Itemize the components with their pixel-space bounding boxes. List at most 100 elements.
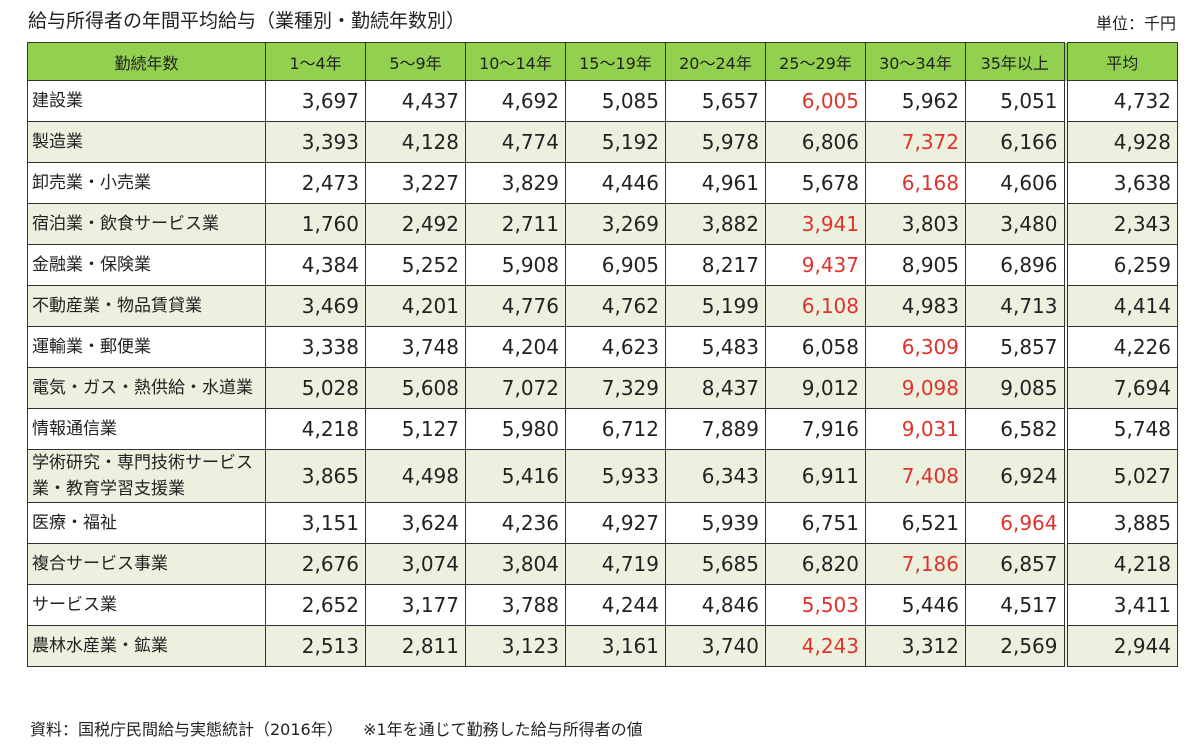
cell: 6,108 xyxy=(765,285,866,327)
cell: 5,199 xyxy=(665,285,766,327)
table-row: 学術研究・専門技術サービス業・教育学習支援業 3,865 4,498 5,416 5,9… xyxy=(27,449,1178,503)
cell: 3,393 xyxy=(265,121,366,163)
table-row: 宿泊業・飲食サービス業 1,760 2,492 2,711 3,269 3,882 3,94… xyxy=(27,203,1178,245)
source: 資料：国税庁民間給与実態統計（2016年） xyxy=(30,720,343,739)
cell: 5,857 xyxy=(965,326,1066,368)
column-header: 25～29年 xyxy=(765,42,866,81)
cell: 4,776 xyxy=(465,285,566,327)
cell: 5,685 xyxy=(665,543,766,585)
cell: 5,962 xyxy=(865,80,966,122)
cell: 4,606 xyxy=(965,162,1066,204)
cell: 4,713 xyxy=(965,285,1066,327)
cell: 3,748 xyxy=(365,326,466,368)
cell: 5,028 xyxy=(265,367,366,409)
cell: 3,803 xyxy=(865,203,966,245)
cell: 2,676 xyxy=(265,543,366,585)
salary-table: 勤続年数 1～4年 5～9年 10～14年 15～19年 20～24年 25～29年 30～3… xyxy=(27,42,1178,667)
cell: 5,027 xyxy=(1063,449,1178,503)
cell: 2,569 xyxy=(965,625,1066,667)
cell: 8,905 xyxy=(865,244,966,286)
cell: 5,051 xyxy=(965,80,1066,122)
cell: 6,857 xyxy=(965,543,1066,585)
cell: 4,128 xyxy=(365,121,466,163)
column-header: 35年以上 xyxy=(965,42,1066,81)
cell: 6,820 xyxy=(765,543,866,585)
cell: 3,941 xyxy=(765,203,866,245)
cell: 9,437 xyxy=(765,244,866,286)
column-header: 20～24年 xyxy=(665,42,766,81)
cell: 8,437 xyxy=(665,367,766,409)
cell: 6,168 xyxy=(865,162,966,204)
cell: 3,312 xyxy=(865,625,966,667)
cell: 8,217 xyxy=(665,244,766,286)
cell: 7,916 xyxy=(765,408,866,450)
cell: 6,309 xyxy=(865,326,966,368)
cell: 5,980 xyxy=(465,408,566,450)
cell: 2,944 xyxy=(1063,625,1178,667)
cell: 4,774 xyxy=(465,121,566,163)
cell: 3,882 xyxy=(665,203,766,245)
row-label: 宿泊業・飲食サービス業 xyxy=(27,203,266,245)
cell: 5,085 xyxy=(565,80,666,122)
cell: 6,166 xyxy=(965,121,1066,163)
cell: 6,343 xyxy=(665,449,766,503)
cell: 4,846 xyxy=(665,584,766,626)
cell: 6,259 xyxy=(1063,244,1178,286)
cell: 3,338 xyxy=(265,326,366,368)
cell: 3,269 xyxy=(565,203,666,245)
cell: 4,623 xyxy=(565,326,666,368)
cell: 5,446 xyxy=(865,584,966,626)
cell: 4,928 xyxy=(1063,121,1178,163)
row-label: 学術研究・専門技術サービス業・教育学習支援業 xyxy=(27,449,266,503)
cell: 6,005 xyxy=(765,80,866,122)
cell: 3,123 xyxy=(465,625,566,667)
cell: 5,678 xyxy=(765,162,866,204)
cell: 6,924 xyxy=(965,449,1066,503)
column-header: 30～34年 xyxy=(865,42,966,81)
cell: 7,186 xyxy=(865,543,966,585)
cell: 5,416 xyxy=(465,449,566,503)
cell: 6,582 xyxy=(965,408,1066,450)
column-header: 平均 xyxy=(1063,42,1178,81)
cell: 9,031 xyxy=(865,408,966,450)
table-row: 金融業・保険業 4,384 5,252 5,908 6,905 8,217 9,437 8,9… xyxy=(27,244,1178,286)
cell: 4,446 xyxy=(565,162,666,204)
cell: 5,127 xyxy=(365,408,466,450)
cell: 5,252 xyxy=(365,244,466,286)
cell: 4,498 xyxy=(365,449,466,503)
cell: 5,939 xyxy=(665,502,766,544)
row-label: 情報通信業 xyxy=(27,408,266,450)
cell: 4,762 xyxy=(565,285,666,327)
cell: 3,151 xyxy=(265,502,366,544)
cell: 6,521 xyxy=(865,502,966,544)
cell: 5,657 xyxy=(665,80,766,122)
cell: 4,226 xyxy=(1063,326,1178,368)
cell: 4,243 xyxy=(765,625,866,667)
cell: 3,638 xyxy=(1063,162,1178,204)
table-row: 卸売業・小売業 2,473 3,227 3,829 4,446 4,961 5,678 6,1… xyxy=(27,162,1178,204)
row-label: 卸売業・小売業 xyxy=(27,162,266,204)
cell: 6,751 xyxy=(765,502,866,544)
cell: 5,908 xyxy=(465,244,566,286)
cell: 7,694 xyxy=(1063,367,1178,409)
cell: 2,711 xyxy=(465,203,566,245)
cell: 3,480 xyxy=(965,203,1066,245)
cell: 4,983 xyxy=(865,285,966,327)
cell: 9,012 xyxy=(765,367,866,409)
table-row: 農林水産業・鉱業 2,513 2,811 3,123 3,161 3,740 4,243 3,… xyxy=(27,625,1178,667)
title: 給与所得者の年間平均給与（業種別・勤続年数別） xyxy=(28,10,466,32)
cell: 7,889 xyxy=(665,408,766,450)
cell: 4,927 xyxy=(565,502,666,544)
cell: 5,503 xyxy=(765,584,866,626)
cell: 9,098 xyxy=(865,367,966,409)
cell: 4,732 xyxy=(1063,80,1178,122)
cell: 2,652 xyxy=(265,584,366,626)
cell: 4,437 xyxy=(365,80,466,122)
unit: 単位：千円 xyxy=(1095,14,1176,33)
table-row: 建設業 3,697 4,437 4,692 5,085 5,657 6,005 5,962 5,… xyxy=(27,80,1178,122)
cell: 4,961 xyxy=(665,162,766,204)
table-row: 不動産業・物品賃貸業 3,469 4,201 4,776 4,762 5,199 6,108… xyxy=(27,285,1178,327)
row-label: 金融業・保険業 xyxy=(27,244,266,286)
cell: 1,760 xyxy=(265,203,366,245)
note: ※1年を通じて勤務した給与所得者の値 xyxy=(363,720,643,739)
